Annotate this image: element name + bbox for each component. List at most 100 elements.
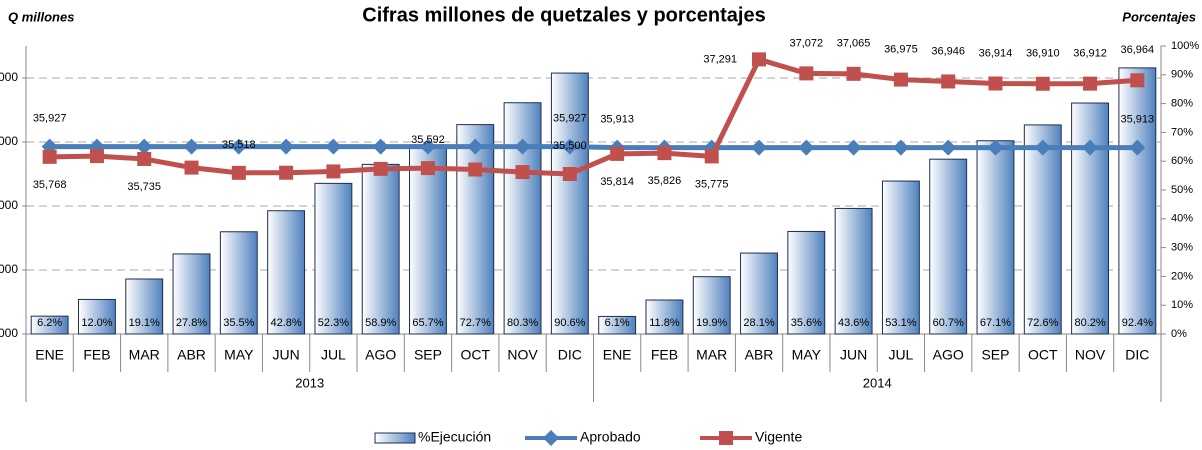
bar-value-label: 52.3%	[318, 317, 349, 329]
y-tick-label: 33,000	[0, 326, 18, 340]
x-tick-label: JUN	[272, 347, 299, 363]
x-tick-label: NOV	[507, 347, 538, 363]
x-tick-label: NOV	[1075, 347, 1106, 363]
bar-value-label: 53.1%	[885, 317, 916, 329]
bar-value-label: 11.8%	[649, 317, 680, 329]
line-value-label: 37,291	[703, 53, 737, 65]
bar-value-label: 67.1%	[980, 317, 1011, 329]
bar-value-label: 72.7%	[460, 317, 491, 329]
bar	[550, 72, 589, 335]
bar-value-label: 35.5%	[223, 317, 254, 329]
bar-value-label: 35.6%	[791, 317, 822, 329]
y2-tick-label: 80%	[1171, 98, 1193, 110]
line-value-label: 37,072	[789, 37, 823, 49]
y2-tick-label: 30%	[1171, 242, 1193, 254]
line-marker	[1130, 73, 1145, 88]
x-tick-label: OCT	[460, 347, 490, 363]
line-value-label: 36,914	[979, 47, 1013, 59]
x-tick-label: OCT	[1028, 347, 1058, 363]
bar	[834, 207, 873, 335]
line-value-label: 36,912	[1073, 48, 1107, 60]
bar-value-label: 19.1%	[129, 317, 160, 329]
line-value-label: 36,964	[1121, 44, 1155, 56]
line-marker	[1083, 76, 1098, 91]
line-value-label: 36,975	[884, 44, 918, 56]
y-tick-label: 37,000	[0, 70, 18, 84]
bar	[314, 182, 353, 335]
bar	[1071, 102, 1110, 335]
bar	[503, 102, 542, 335]
y2-tick-label: 100%	[1171, 40, 1199, 52]
y2-tick-label: 50%	[1171, 184, 1193, 196]
bar	[881, 180, 920, 335]
bar	[361, 163, 400, 335]
line-marker	[610, 146, 625, 161]
bar	[267, 210, 306, 335]
line-marker	[278, 138, 295, 155]
x-tick-label: MAY	[792, 347, 822, 363]
x-tick-label: JUN	[840, 347, 867, 363]
line-marker	[561, 138, 578, 155]
line-value-label: 36,946	[931, 45, 965, 57]
x-tick-label: DIC	[558, 347, 582, 363]
line-marker	[420, 161, 435, 176]
bar	[77, 298, 116, 335]
line-marker	[657, 146, 672, 161]
line-value-label: 35,826	[648, 175, 682, 187]
bar-value-label: 90.6%	[554, 317, 585, 329]
y2-tick-label: 70%	[1171, 126, 1193, 138]
line-marker	[279, 165, 294, 180]
line-marker	[846, 66, 861, 81]
legend-label: Vigente	[755, 429, 802, 445]
legend-marker	[719, 431, 733, 445]
bar-value-label: 28.1%	[743, 317, 774, 329]
bar-value-label: 80.2%	[1074, 317, 1105, 329]
line-marker	[988, 76, 1003, 91]
bar	[598, 315, 637, 335]
line-marker	[137, 151, 152, 166]
bar	[1118, 67, 1157, 335]
x-tick-label: ENE	[603, 347, 632, 363]
line-value-label: 35,927	[553, 113, 587, 125]
line-marker	[373, 161, 388, 176]
bar-value-label: 92.4%	[1122, 317, 1153, 329]
group-label: 2014	[863, 375, 892, 390]
line-marker	[704, 149, 719, 164]
y2-tick-label: 10%	[1171, 299, 1193, 311]
line-marker	[751, 139, 768, 156]
line-marker	[42, 149, 57, 164]
bar-value-label: 60.7%	[933, 317, 964, 329]
y-tick-label: 36,000	[0, 134, 18, 148]
bar-value-label: 58.9%	[365, 317, 396, 329]
legend-label: Aprobado	[580, 429, 641, 445]
line-marker	[183, 138, 200, 155]
line-marker	[184, 160, 199, 175]
line-marker	[1129, 139, 1146, 156]
line-marker	[372, 138, 389, 155]
bar	[787, 230, 826, 335]
x-tick-label: FEB	[83, 347, 110, 363]
line-marker	[231, 165, 246, 180]
line-marker	[752, 52, 767, 67]
line	[49, 144, 1138, 151]
x-tick-label: AGO	[933, 347, 964, 363]
bar	[1023, 124, 1062, 335]
legend-label: %Ejecución	[418, 429, 491, 445]
line-marker	[845, 139, 862, 156]
line-marker	[941, 74, 956, 89]
x-tick-label: MAY	[224, 347, 254, 363]
line-value-label: 35,518	[222, 139, 256, 151]
bar	[456, 124, 495, 335]
bar-value-label: 42.8%	[271, 317, 302, 329]
line-value-label: 35,927	[33, 113, 67, 125]
y2-tick-label: 0%	[1171, 328, 1187, 340]
x-tick-label: ENE	[35, 347, 64, 363]
line-marker	[467, 138, 484, 155]
bar	[740, 252, 778, 335]
line-value-label: 35,775	[695, 178, 729, 190]
x-tick-label: ABR	[177, 347, 206, 363]
line-marker	[136, 138, 153, 155]
line-value-label: 35,768	[33, 179, 67, 191]
